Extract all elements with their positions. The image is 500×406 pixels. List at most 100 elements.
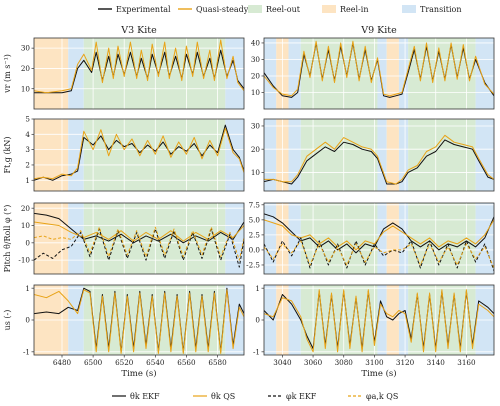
phase-band-transition: [475, 119, 494, 191]
phase-band-reel-out: [83, 203, 226, 274]
series-line: [34, 127, 244, 180]
phase-band-transition: [398, 203, 409, 274]
legend-top-label: Reel-in: [340, 5, 368, 14]
series-line: [264, 139, 494, 185]
x-axis-label: Time (s): [121, 368, 156, 379]
x-tick-label: 6540: [146, 358, 165, 367]
y-tick-label: 10: [21, 221, 31, 230]
phase-band-transition: [377, 203, 387, 274]
phase-band-reel-out: [300, 119, 378, 191]
panel-v3-force: 1 2 3 4 5 Ft,g (kN): [3, 115, 245, 192]
panel-v3-vr: 10 20 30 V3 Kite vr (m s⁻¹): [3, 25, 245, 110]
series-line: [34, 226, 244, 261]
phase-band-transition: [68, 203, 84, 274]
y-tick-label: 0: [25, 238, 30, 247]
phase-band-transition: [288, 119, 301, 191]
y-tick-label: -2.5: [246, 261, 260, 270]
panel-title: V9 Kite: [360, 25, 397, 36]
y-tick-label: 1: [255, 284, 260, 293]
legend-bottom: θk EKF θk QS φk EKF φa,k QS: [112, 392, 398, 401]
legend-bottom-label: θk EKF: [130, 392, 160, 401]
series-line: [34, 221, 244, 242]
legend-top-label: Experimental: [116, 5, 171, 14]
series-line: [264, 237, 494, 272]
plot-area: [34, 203, 244, 274]
y-tick-label: 10: [251, 168, 261, 177]
y-tick-label: 30: [21, 44, 31, 53]
legend-bottom-item: φa,k QS: [348, 392, 398, 401]
phase-band-transition: [264, 119, 277, 191]
y-tick-label: 0: [255, 316, 260, 325]
y-tick-label: 2.5: [249, 230, 261, 239]
x-tick-label: 3040: [273, 358, 292, 367]
legend-top-item: Experimental: [98, 5, 171, 14]
legend-top-item: Transition: [402, 5, 462, 14]
plot-area: [264, 285, 494, 355]
y-tick-label: 5: [25, 115, 30, 124]
panel-v9-force: 10 20 30: [251, 118, 495, 192]
axes-frame: [33, 118, 245, 192]
phase-band-reel-in: [386, 119, 399, 191]
legend-bottom-label: θk QS: [211, 392, 235, 401]
phase-band-transition: [475, 38, 494, 109]
phase-band-transition: [68, 119, 84, 191]
y-tick-label: 7.5: [249, 200, 261, 209]
panel-v9-vr: 10 20 30 40 V9 Kite: [251, 25, 495, 110]
legend-bottom-label: φa,k QS: [366, 392, 398, 401]
phase-band-transition: [264, 203, 277, 274]
x-tick-label: 6500: [84, 358, 103, 367]
series-line: [34, 228, 244, 268]
series-line: [264, 134, 494, 185]
phase-band-reel-in: [34, 119, 69, 191]
series-line: [264, 40, 494, 97]
series-line: [264, 219, 494, 251]
plot-area: [34, 285, 244, 355]
panel-v9-us: -1 0 1 3040 3060 3080 3100 3120 3140 3160 Time (s): [253, 284, 495, 379]
phase-band-transition: [377, 38, 387, 109]
plot-area: [264, 203, 494, 274]
axes-frame: [33, 37, 245, 110]
y-tick-label: -1: [23, 347, 30, 356]
x-tick-label: 3060: [304, 358, 323, 367]
y-axis-label: Ft,g (kN): [3, 136, 12, 173]
x-tick-label: 3080: [335, 358, 354, 367]
phase-band-reel-out: [408, 203, 476, 274]
legend-bottom-item: θk QS: [193, 392, 235, 401]
y-axis-label: Pitch θ/Roll φ (°): [3, 205, 12, 273]
x-axis-label: Time (s): [361, 368, 396, 379]
series-line: [264, 240, 494, 269]
y-tick-label: 1: [25, 284, 30, 293]
legend-patch-swatch: [322, 5, 336, 13]
phase-band-transition: [398, 119, 409, 191]
axes-frame: [263, 37, 495, 110]
phase-band-transition: [225, 203, 244, 274]
x-tick-label: 3100: [365, 358, 384, 367]
phase-band-reel-in: [34, 38, 69, 109]
series-line: [34, 289, 244, 354]
phase-band-reel-out: [83, 38, 226, 109]
legend-top-item: Reel-in: [322, 5, 368, 14]
phase-band-transition: [225, 38, 244, 109]
legend-top-label: Transition: [420, 5, 462, 14]
phase-band-reel-out: [408, 38, 476, 109]
plot-area: [34, 38, 244, 109]
legend-bottom-item: θk EKF: [112, 392, 160, 401]
phase-band-transition: [398, 38, 409, 109]
y-tick-label: 4: [25, 130, 30, 139]
panel-v3-angles: -10 0 10 20 Pitch θ/Roll φ (°): [3, 202, 245, 275]
legend-top: Experimental Quasi-steady Reel-out Reel-in T…: [98, 5, 462, 14]
phase-band-transition: [377, 119, 387, 191]
axes-frame: [263, 118, 495, 192]
panel-v9-angles: -2.5 0.0 2.5 5.0 7.5: [246, 200, 495, 275]
y-tick-label: 40: [251, 39, 261, 48]
y-tick-label: 2: [25, 161, 30, 170]
y-axis-label: vr (m s⁻¹): [3, 54, 12, 94]
legend-top-label: Reel-out: [266, 5, 301, 14]
x-tick-label: 3120: [396, 358, 415, 367]
legend-top-item: Quasi-steady: [178, 5, 249, 14]
series-line: [264, 289, 494, 353]
phase-band-reel-in: [386, 203, 399, 274]
y-tick-label: 3: [25, 145, 30, 154]
